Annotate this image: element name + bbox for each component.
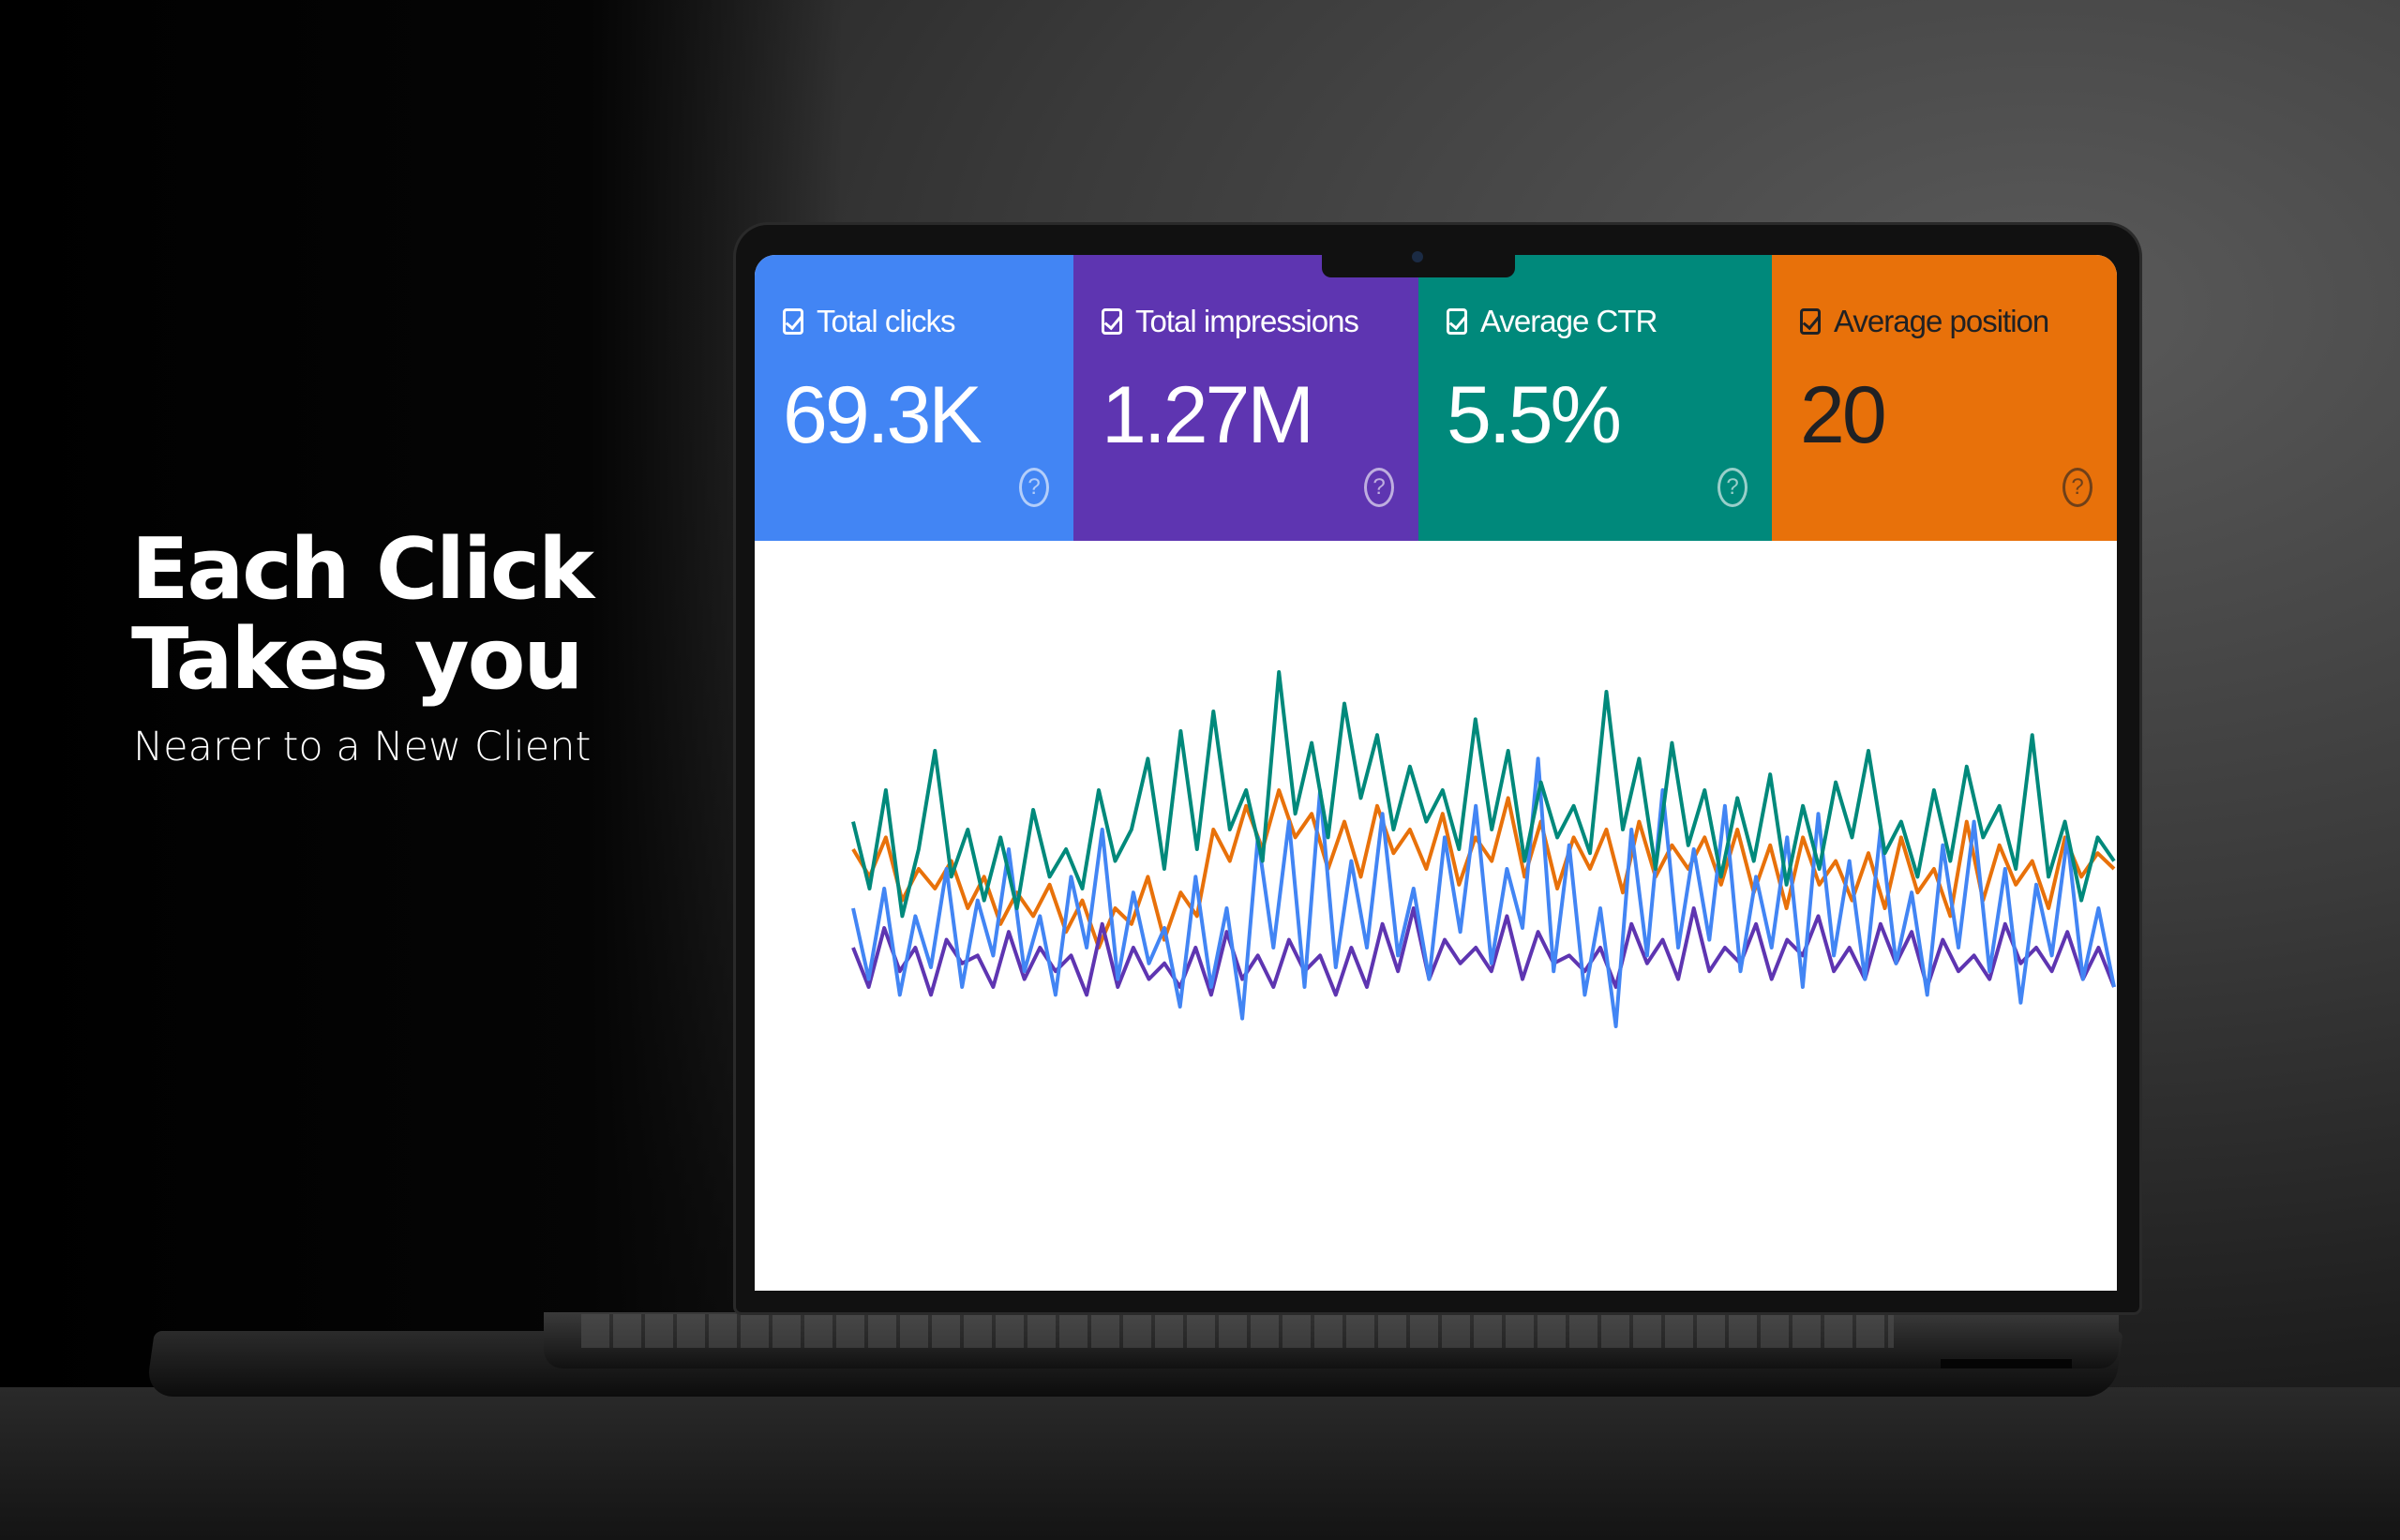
- subtitle: Nearer to a New Client: [133, 724, 592, 770]
- metric-card-average-ctr[interactable]: Average CTR 5.5% ?: [1418, 255, 1772, 541]
- impressions-line: [851, 906, 2116, 997]
- help-circle-icon[interactable]: ?: [1718, 468, 1748, 507]
- help-circle-icon[interactable]: ?: [1364, 468, 1394, 507]
- checkbox-icon[interactable]: [1447, 308, 1467, 335]
- help-circle-icon[interactable]: ?: [2062, 468, 2092, 507]
- performance-chart: [851, 670, 2116, 1028]
- checkbox-icon[interactable]: [1102, 308, 1122, 335]
- metric-card-average-position[interactable]: Average position 20 ?: [1772, 255, 2117, 541]
- headline-line-2: Takes you: [131, 610, 583, 709]
- headline-line-1: Each Click: [131, 520, 594, 619]
- ctr-line: [851, 670, 2116, 919]
- camera-icon: [1412, 251, 1423, 262]
- clicks-line: [851, 756, 2116, 1028]
- metric-card-total-impressions[interactable]: Total impressions 1.27M ?: [1073, 255, 1418, 541]
- metric-label: Total impressions: [1135, 304, 1359, 338]
- laptop-ports: [1941, 1359, 2072, 1368]
- metric-cards: Total clicks 69.3K ? Total impressions 1…: [755, 255, 2117, 541]
- metric-value: 1.27M: [1102, 370, 1314, 460]
- table-surface: [0, 1387, 2400, 1540]
- metric-card-total-clicks[interactable]: Total clicks 69.3K ?: [755, 255, 1073, 541]
- metric-label: Total clicks: [817, 304, 956, 338]
- checkbox-icon[interactable]: [783, 308, 803, 335]
- headline: Each Click Takes you: [131, 520, 594, 709]
- laptop-screen: Total clicks 69.3K ? Total impressions 1…: [755, 255, 2117, 1291]
- checkbox-icon[interactable]: [1800, 308, 1821, 335]
- metric-label: Average CTR: [1480, 304, 1658, 338]
- metric-value: 5.5%: [1447, 370, 1622, 460]
- metric-value: 69.3K: [783, 370, 982, 460]
- help-circle-icon[interactable]: ?: [1019, 468, 1049, 507]
- metric-value: 20: [1800, 370, 1887, 460]
- background-shadow: [0, 0, 844, 1540]
- metric-label: Average position: [1834, 304, 2049, 338]
- laptop-keyboard: [581, 1314, 1894, 1348]
